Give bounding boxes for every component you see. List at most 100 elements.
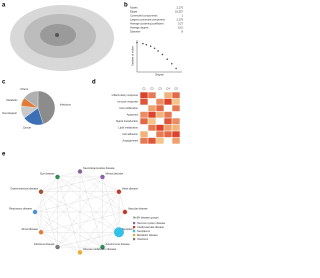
edge: [40, 232, 81, 253]
heat-cell: [148, 92, 156, 99]
node-label: Glucose metabolism disease: [83, 247, 117, 251]
heat-cell: [164, 92, 172, 99]
panel-label: d: [92, 80, 96, 86]
row-label: Signal transduction: [116, 119, 139, 123]
row-label: Angiogenesis: [122, 138, 138, 142]
node-label: Renal disease: [22, 227, 39, 231]
heat-cell: [164, 111, 172, 118]
stat-name: Average clustering coefficient: [130, 22, 164, 26]
x-axis-label: Degree: [155, 73, 164, 77]
legend-entry: Neoplasms: [137, 229, 151, 233]
disease-node: [77, 169, 83, 174]
heat-cell: [140, 111, 148, 118]
panel-label: e: [2, 152, 6, 158]
panel-label: c: [2, 80, 6, 86]
legend-swatch: [133, 226, 136, 229]
pie-label: Others: [20, 87, 28, 91]
heat-cell: [172, 98, 180, 105]
disease-node: [122, 209, 128, 215]
disease-node: [55, 244, 60, 250]
heat-cell: [140, 92, 148, 99]
row-label: Cell adhesion: [122, 132, 138, 136]
column-label: C5: [174, 87, 178, 91]
y-axis-label: Number of nodes: [131, 45, 135, 66]
panel-label: b: [124, 3, 128, 9]
heat-cell: [172, 137, 180, 144]
node-label: Heart disease: [122, 186, 139, 190]
disease-node: [100, 174, 105, 180]
row-label: Apoptosis: [127, 112, 139, 116]
edge: [118, 191, 126, 213]
legend-title: MeSH disease groups: [133, 216, 159, 220]
heat-cell: [148, 118, 156, 125]
pie-slice: [37, 90, 56, 125]
edge: [34, 191, 120, 213]
heat-cell: [164, 98, 172, 105]
stat-value: 0.27: [178, 22, 184, 26]
row-label: Inflammatory response: [112, 93, 139, 97]
pie-slice: [24, 90, 39, 109]
disease-node: [113, 227, 124, 238]
edge: [57, 171, 81, 178]
heat-cell: [156, 111, 164, 118]
legend-entry: Nervous system disease: [137, 221, 166, 225]
panel-label: a: [2, 3, 6, 9]
stat-value: 2,175: [177, 18, 184, 22]
legend-entry: Cardiovascular disease: [137, 225, 165, 229]
heat-cell: [140, 137, 148, 144]
heat-cell: [164, 118, 172, 125]
pie-label: Metabolic: [6, 98, 18, 102]
heat-cell: [156, 137, 164, 144]
edge: [40, 176, 103, 233]
point: [149, 45, 152, 47]
row-label: Immune response: [117, 99, 138, 103]
edge: [40, 211, 126, 233]
point: [161, 53, 164, 56]
heat-cell: [156, 98, 164, 105]
row-label: Cell proliferation: [119, 106, 138, 110]
column-label: C3: [158, 87, 162, 91]
stat-value: 15.0: [178, 26, 184, 30]
disease-node: [100, 244, 105, 250]
edge: [57, 191, 120, 248]
heat-cell: [148, 124, 156, 131]
edge: [40, 176, 58, 192]
legend-entry: Infections: [137, 237, 149, 241]
heat-cell: [148, 137, 156, 144]
point: [136, 41, 138, 44]
stat-value: 8: [182, 30, 184, 34]
node-label: Mental disorder: [106, 172, 124, 176]
edge: [40, 191, 103, 248]
heat-cell: [140, 118, 148, 125]
heat-cell: [148, 105, 156, 112]
point: [157, 50, 159, 52]
point: [153, 47, 156, 50]
edge: [34, 211, 42, 233]
heat-cell: [172, 131, 180, 138]
legend-swatch: [133, 222, 136, 225]
network-blob: [10, 5, 114, 71]
heat-cell: [140, 131, 148, 138]
node-label: Infectious disease: [34, 242, 55, 246]
axes: [136, 40, 182, 73]
heat-cell: [148, 111, 156, 118]
node-label: Neoplasm: [122, 227, 134, 231]
heat-cell: [164, 131, 172, 138]
node-label: Respiratory disease: [9, 207, 32, 211]
stat-name: Diameter: [130, 30, 141, 34]
heat-cell: [172, 92, 180, 99]
pie-label: Infections: [60, 102, 72, 106]
node-label: Gastrointestinal disease: [10, 186, 38, 190]
stat-value: 1: [182, 14, 184, 18]
column-label: C4: [166, 87, 170, 91]
heat-cell: [172, 118, 180, 125]
stat-value: 2,175: [177, 6, 184, 10]
edge: [34, 211, 103, 248]
column-label: C2: [150, 87, 154, 91]
heat-cell: [172, 105, 180, 112]
heat-cell: [156, 105, 164, 112]
node-label: Eye disease: [40, 172, 55, 176]
point: [170, 62, 173, 65]
edge: [40, 191, 120, 233]
stat-name: Edges: [130, 10, 138, 14]
